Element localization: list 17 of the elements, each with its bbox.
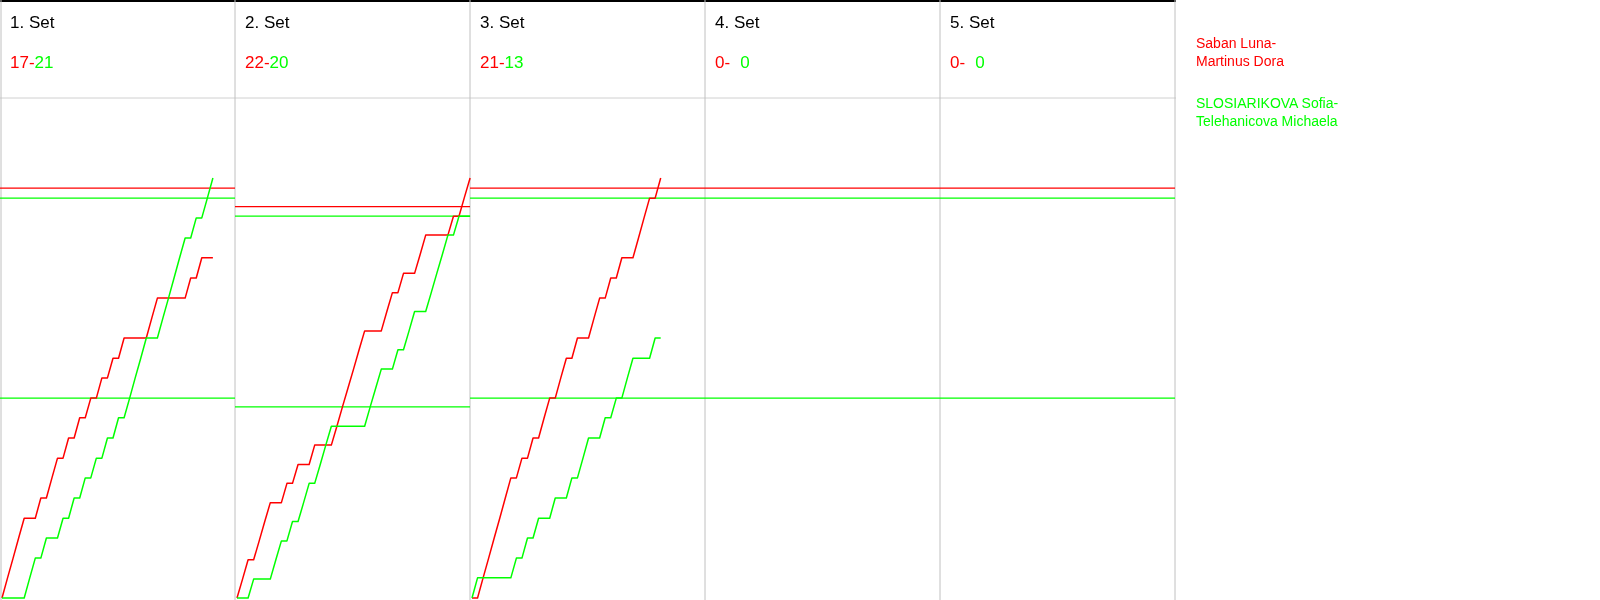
text: 0- [715, 53, 731, 72]
text: Saban Luna-Martinus Dora [1196, 35, 1285, 69]
text: 0 [975, 53, 985, 72]
text: 17- [10, 53, 35, 72]
text: 21 [34, 53, 54, 72]
chart-title: 3. Set [480, 13, 525, 32]
text: 0 [740, 53, 750, 72]
text: 22- [245, 53, 270, 72]
chart-title: 1. Set [10, 13, 55, 32]
text: 4. Set [715, 13, 760, 32]
text: 20 [269, 53, 289, 72]
text: 5. Set [950, 13, 995, 32]
text: 0- [950, 53, 966, 72]
text: 21- [480, 53, 505, 72]
chart-title: 2. Set [245, 13, 290, 32]
text: 13 [504, 53, 524, 72]
text: SLOSIARIKOVA Sofia-Telehanicova Michaela [1196, 95, 1339, 129]
